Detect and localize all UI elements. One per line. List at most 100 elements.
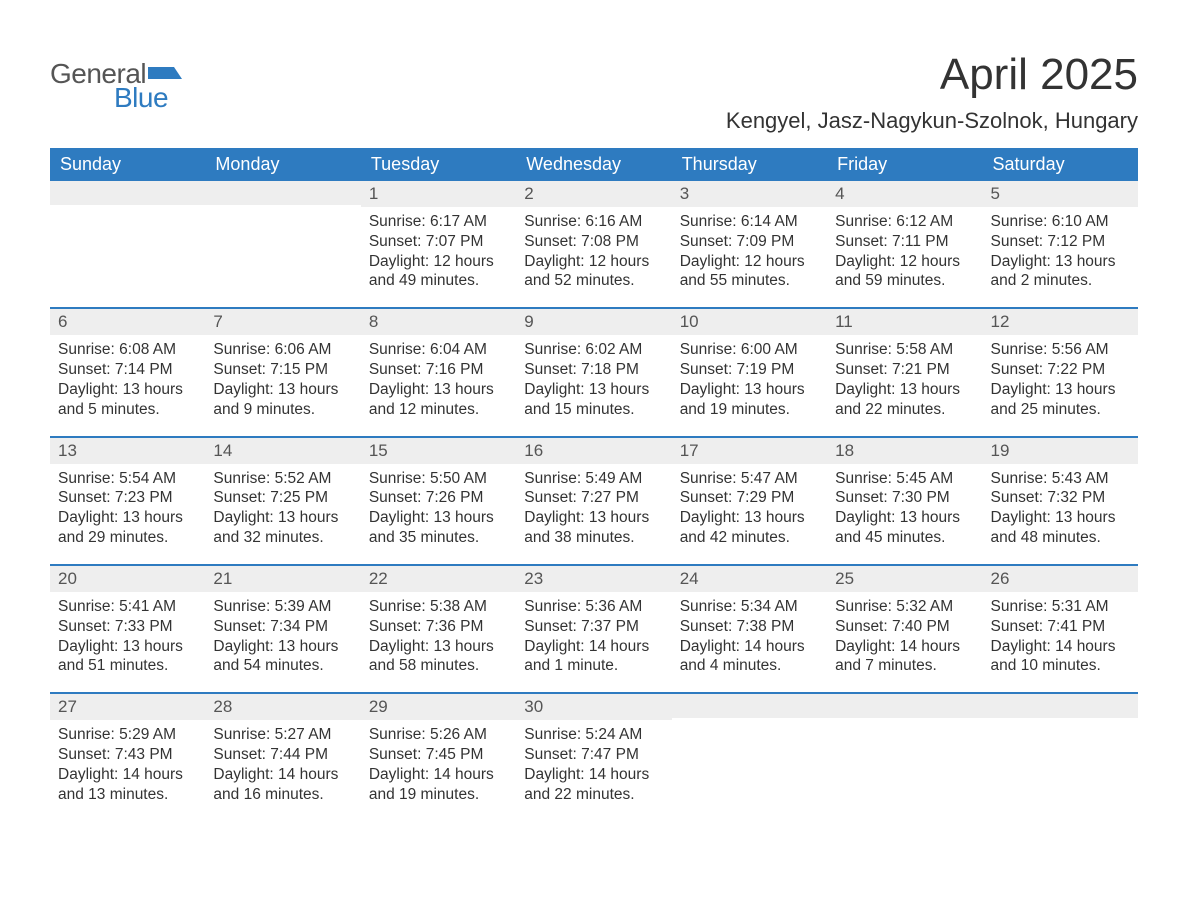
day-number: 9 <box>516 309 671 335</box>
sunset-text: Sunset: 7:43 PM <box>58 745 197 765</box>
sunset-text: Sunset: 7:25 PM <box>213 488 352 508</box>
daylight-text-line2: and 1 minute. <box>524 656 663 676</box>
daylight-text-line1: Daylight: 14 hours <box>524 765 663 785</box>
sunrise-text: Sunrise: 5:36 AM <box>524 597 663 617</box>
daylight-text-line1: Daylight: 14 hours <box>213 765 352 785</box>
sunset-text: Sunset: 7:26 PM <box>369 488 508 508</box>
day-content: Sunrise: 5:45 AMSunset: 7:30 PMDaylight:… <box>827 464 982 564</box>
day-number: 29 <box>361 694 516 720</box>
daylight-text-line1: Daylight: 14 hours <box>369 765 508 785</box>
day-number: 23 <box>516 566 671 592</box>
sunset-text: Sunset: 7:40 PM <box>835 617 974 637</box>
day-number: 13 <box>50 438 205 464</box>
sunrise-text: Sunrise: 5:49 AM <box>524 469 663 489</box>
header: General Blue April 2025 Kengyel, Jasz-Na… <box>50 50 1138 134</box>
sunset-text: Sunset: 7:18 PM <box>524 360 663 380</box>
day-number <box>50 181 205 205</box>
day-cell: 4Sunrise: 6:12 AMSunset: 7:11 PMDaylight… <box>827 181 982 308</box>
day-number: 11 <box>827 309 982 335</box>
daylight-text-line2: and 19 minutes. <box>680 400 819 420</box>
day-cell: 14Sunrise: 5:52 AMSunset: 7:25 PMDayligh… <box>205 437 360 565</box>
daylight-text-line1: Daylight: 13 hours <box>835 508 974 528</box>
sunset-text: Sunset: 7:41 PM <box>991 617 1130 637</box>
daylight-text-line1: Daylight: 13 hours <box>369 380 508 400</box>
sunset-text: Sunset: 7:19 PM <box>680 360 819 380</box>
sunset-text: Sunset: 7:07 PM <box>369 232 508 252</box>
daylight-text-line2: and 25 minutes. <box>991 400 1130 420</box>
day-content: Sunrise: 6:04 AMSunset: 7:16 PMDaylight:… <box>361 335 516 435</box>
day-cell <box>50 181 205 308</box>
day-content: Sunrise: 5:34 AMSunset: 7:38 PMDaylight:… <box>672 592 827 692</box>
day-number: 2 <box>516 181 671 207</box>
day-content <box>205 205 360 301</box>
sunrise-text: Sunrise: 6:12 AM <box>835 212 974 232</box>
sunset-text: Sunset: 7:12 PM <box>991 232 1130 252</box>
day-number: 17 <box>672 438 827 464</box>
day-content: Sunrise: 5:24 AMSunset: 7:47 PMDaylight:… <box>516 720 671 820</box>
daylight-text-line1: Daylight: 14 hours <box>835 637 974 657</box>
location-subtitle: Kengyel, Jasz-Nagykun-Szolnok, Hungary <box>726 108 1138 134</box>
day-number: 25 <box>827 566 982 592</box>
day-cell: 20Sunrise: 5:41 AMSunset: 7:33 PMDayligh… <box>50 565 205 693</box>
daylight-text-line1: Daylight: 13 hours <box>58 508 197 528</box>
logo: General Blue <box>50 58 182 114</box>
daylight-text-line1: Daylight: 13 hours <box>369 637 508 657</box>
day-number: 21 <box>205 566 360 592</box>
day-number <box>827 694 982 718</box>
daylight-text-line2: and 42 minutes. <box>680 528 819 548</box>
daylight-text-line1: Daylight: 13 hours <box>680 508 819 528</box>
day-cell: 9Sunrise: 6:02 AMSunset: 7:18 PMDaylight… <box>516 308 671 436</box>
day-cell: 10Sunrise: 6:00 AMSunset: 7:19 PMDayligh… <box>672 308 827 436</box>
sunset-text: Sunset: 7:16 PM <box>369 360 508 380</box>
sunrise-text: Sunrise: 6:10 AM <box>991 212 1130 232</box>
sunset-text: Sunset: 7:23 PM <box>58 488 197 508</box>
daylight-text-line2: and 4 minutes. <box>680 656 819 676</box>
daylight-text-line1: Daylight: 13 hours <box>213 637 352 657</box>
daylight-text-line1: Daylight: 13 hours <box>991 380 1130 400</box>
day-cell: 2Sunrise: 6:16 AMSunset: 7:08 PMDaylight… <box>516 181 671 308</box>
daylight-text-line1: Daylight: 13 hours <box>58 380 197 400</box>
day-cell: 26Sunrise: 5:31 AMSunset: 7:41 PMDayligh… <box>983 565 1138 693</box>
day-cell: 6Sunrise: 6:08 AMSunset: 7:14 PMDaylight… <box>50 308 205 436</box>
daylight-text-line1: Daylight: 14 hours <box>524 637 663 657</box>
sunrise-text: Sunrise: 5:50 AM <box>369 469 508 489</box>
day-content: Sunrise: 5:58 AMSunset: 7:21 PMDaylight:… <box>827 335 982 435</box>
calendar-table: Sunday Monday Tuesday Wednesday Thursday… <box>50 148 1138 821</box>
sunrise-text: Sunrise: 6:04 AM <box>369 340 508 360</box>
daylight-text-line2: and 29 minutes. <box>58 528 197 548</box>
day-number: 16 <box>516 438 671 464</box>
day-content: Sunrise: 5:43 AMSunset: 7:32 PMDaylight:… <box>983 464 1138 564</box>
weekday-header: Saturday <box>983 148 1138 181</box>
daylight-text-line1: Daylight: 12 hours <box>524 252 663 272</box>
weekday-header: Tuesday <box>361 148 516 181</box>
sunset-text: Sunset: 7:32 PM <box>991 488 1130 508</box>
sunset-text: Sunset: 7:21 PM <box>835 360 974 380</box>
daylight-text-line2: and 16 minutes. <box>213 785 352 805</box>
daylight-text-line1: Daylight: 13 hours <box>58 637 197 657</box>
weekday-header: Sunday <box>50 148 205 181</box>
sunrise-text: Sunrise: 5:45 AM <box>835 469 974 489</box>
day-content: Sunrise: 5:49 AMSunset: 7:27 PMDaylight:… <box>516 464 671 564</box>
daylight-text-line2: and 54 minutes. <box>213 656 352 676</box>
daylight-text-line1: Daylight: 13 hours <box>213 380 352 400</box>
sunrise-text: Sunrise: 6:17 AM <box>369 212 508 232</box>
day-content: Sunrise: 5:41 AMSunset: 7:33 PMDaylight:… <box>50 592 205 692</box>
day-content: Sunrise: 5:52 AMSunset: 7:25 PMDaylight:… <box>205 464 360 564</box>
daylight-text-line1: Daylight: 12 hours <box>680 252 819 272</box>
day-content <box>983 718 1138 814</box>
daylight-text-line1: Daylight: 14 hours <box>58 765 197 785</box>
sunrise-text: Sunrise: 5:31 AM <box>991 597 1130 617</box>
day-number: 19 <box>983 438 1138 464</box>
daylight-text-line1: Daylight: 13 hours <box>680 380 819 400</box>
day-cell: 21Sunrise: 5:39 AMSunset: 7:34 PMDayligh… <box>205 565 360 693</box>
sunset-text: Sunset: 7:11 PM <box>835 232 974 252</box>
sunset-text: Sunset: 7:45 PM <box>369 745 508 765</box>
sunrise-text: Sunrise: 5:39 AM <box>213 597 352 617</box>
daylight-text-line2: and 59 minutes. <box>835 271 974 291</box>
day-cell: 12Sunrise: 5:56 AMSunset: 7:22 PMDayligh… <box>983 308 1138 436</box>
daylight-text-line2: and 45 minutes. <box>835 528 974 548</box>
day-content: Sunrise: 5:39 AMSunset: 7:34 PMDaylight:… <box>205 592 360 692</box>
sunrise-text: Sunrise: 6:00 AM <box>680 340 819 360</box>
daylight-text-line2: and 10 minutes. <box>991 656 1130 676</box>
sunrise-text: Sunrise: 6:06 AM <box>213 340 352 360</box>
